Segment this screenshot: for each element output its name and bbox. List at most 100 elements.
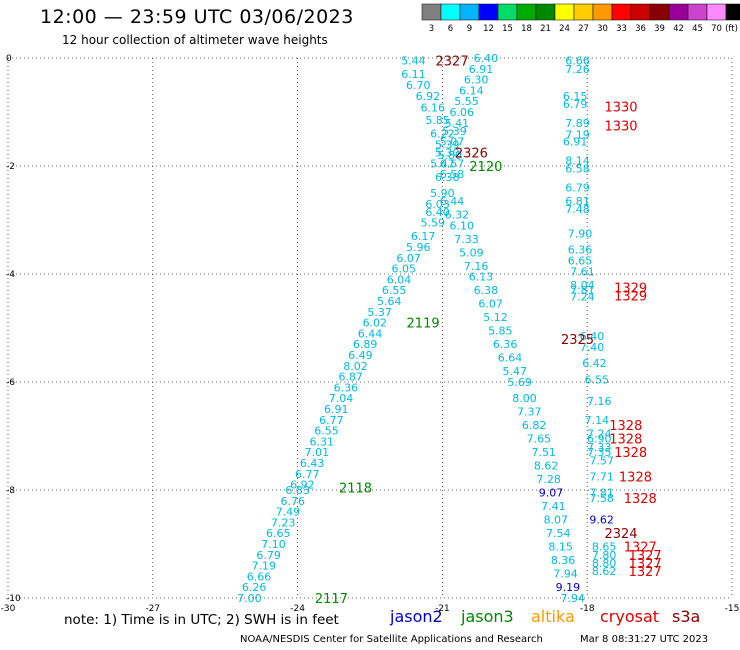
swh-value: 6.36 [334,381,359,394]
y-tick-label: -2 [6,162,15,172]
swh-value: 6.65 [266,527,291,540]
swh-value: 5.39 [442,125,467,138]
pass-label: 1330 [604,101,637,116]
y-tick-label: -8 [6,486,15,496]
swh-value: 6.40 [425,206,450,219]
swh-value: 6.04 [387,273,412,286]
colorbar-swatch [478,3,499,21]
swh-value: 7.19 [565,129,590,142]
swh-value: 6.13 [469,271,494,284]
swh-value: 6.05 [392,263,417,276]
swh-value: 6.22 [430,128,455,141]
pass-label: 1328 [614,446,647,461]
colorbar-swatch [649,3,670,21]
y-tick-label: -4 [6,270,15,280]
swh-value: 7.23 [271,516,296,529]
x-tick-label: -18 [580,604,595,614]
swh-value: 7.80 [592,549,617,562]
swh-value: 5.80 [437,149,462,162]
chart-title: 12:00 — 23:59 UTC 03/06/2023 [40,6,354,28]
swh-value: 6.92 [416,90,441,103]
swh-value: 6.43 [300,457,325,470]
pass-label: 1327 [629,565,662,580]
pass-label: 2324 [604,527,637,542]
swh-value: 7.35 [587,446,612,459]
swh-value: 8.62 [534,460,559,473]
y-tick-label: -10 [6,594,21,604]
swh-value: 8.02 [343,360,368,373]
x-tick-label: -30 [1,604,16,614]
swh-value: 6.91 [324,403,349,416]
swh-value: 8.80 [592,557,617,570]
pass-label: 1327 [629,557,662,572]
swh-value: 6.70 [406,79,431,92]
swh-value: 6.87 [338,371,363,384]
swh-value: 5.30 [435,147,460,160]
swh-value: 5.85 [488,325,513,338]
swh-value: 6.07 [396,252,421,265]
swh-value: 6.26 [242,581,267,594]
mission-jason2: jason2 [390,607,443,626]
swh-value: 7.81 [589,487,614,500]
swh-value: 7.41 [541,500,566,513]
pass-label: 2117 [315,592,348,607]
swh-value: 6.49 [348,349,373,362]
mission-altika: altika [531,607,575,626]
swh-value: 8.07 [544,514,569,527]
pass-label: 1328 [609,433,642,448]
pass-label: 2325 [561,333,594,348]
colorbar-label: 42 [673,24,684,34]
swh-value: 6.17 [411,230,436,243]
swh-value: 7.24 [587,427,612,440]
swh-value: 6.40 [580,330,605,343]
swh-value: 8.36 [551,554,576,567]
swh-value: 7.94 [553,568,578,581]
swh-value: 6.64 [498,352,523,365]
swh-value: 5.37 [367,306,392,319]
swh-value: 6.76 [281,495,306,508]
swh-values: 5.446.116.706.926.165.856.225.395.806.57… [237,52,616,605]
swh-value: 7.24 [570,291,595,304]
pass-label: 2118 [339,481,372,496]
swh-value: 6.55 [585,373,610,386]
swh-value: 6.90 [587,433,612,446]
chart-grid [7,57,733,599]
swh-value: 7.65 [527,433,552,446]
colorbar-swatch [725,3,740,21]
swh-value: 8.04 [570,279,595,292]
swh-value: 6.91 [563,136,588,149]
x-tick-label: -24 [290,604,305,614]
x-tick-label: -27 [145,604,160,614]
colorbar-swatch [554,3,575,21]
pass-label: 2119 [407,317,440,332]
pass-label: 2326 [455,147,488,162]
swh-value: 6.07 [478,298,503,311]
swh-value: 6.38 [474,284,499,297]
swh-value: 6.44 [440,195,465,208]
swh-value: 7.48 [565,203,590,216]
swh-value: 6.02 [363,317,388,330]
swh-value: 8.62 [592,565,617,578]
x-tick-label: -21 [435,604,450,614]
colorbar-label: 21 [540,24,551,34]
x-tick-label: -15 [725,604,740,614]
swh-value: 6.77 [319,414,344,427]
swh-value: 6.57 [440,157,465,170]
swh-value: 7.89 [565,117,590,130]
swh-value: 7.37 [517,406,542,419]
pass-label: 1327 [624,541,657,556]
swh-value: 7.90 [568,228,593,241]
swh-value: 5.96 [406,241,431,254]
footer-note: note: 1) Time is in UTC; 2) SWH is in fe… [64,612,339,628]
swh-value: 6.79 [565,182,590,195]
colorbar-legend: 3 6 9 12 15 18 21 24 27 30 33 36 39 42 45 70 (ft) [421,3,740,34]
swh-value: 7.26 [565,63,590,76]
swh-value: 8.00 [512,392,537,405]
colorbar-label: 9 [467,24,472,34]
pass-label: 1328 [624,492,657,507]
swh-value: 7.51 [532,446,557,459]
colorbar-swatch [611,3,632,21]
swh-value: 6.38 [435,171,460,184]
pass-label: 1327 [629,549,662,564]
